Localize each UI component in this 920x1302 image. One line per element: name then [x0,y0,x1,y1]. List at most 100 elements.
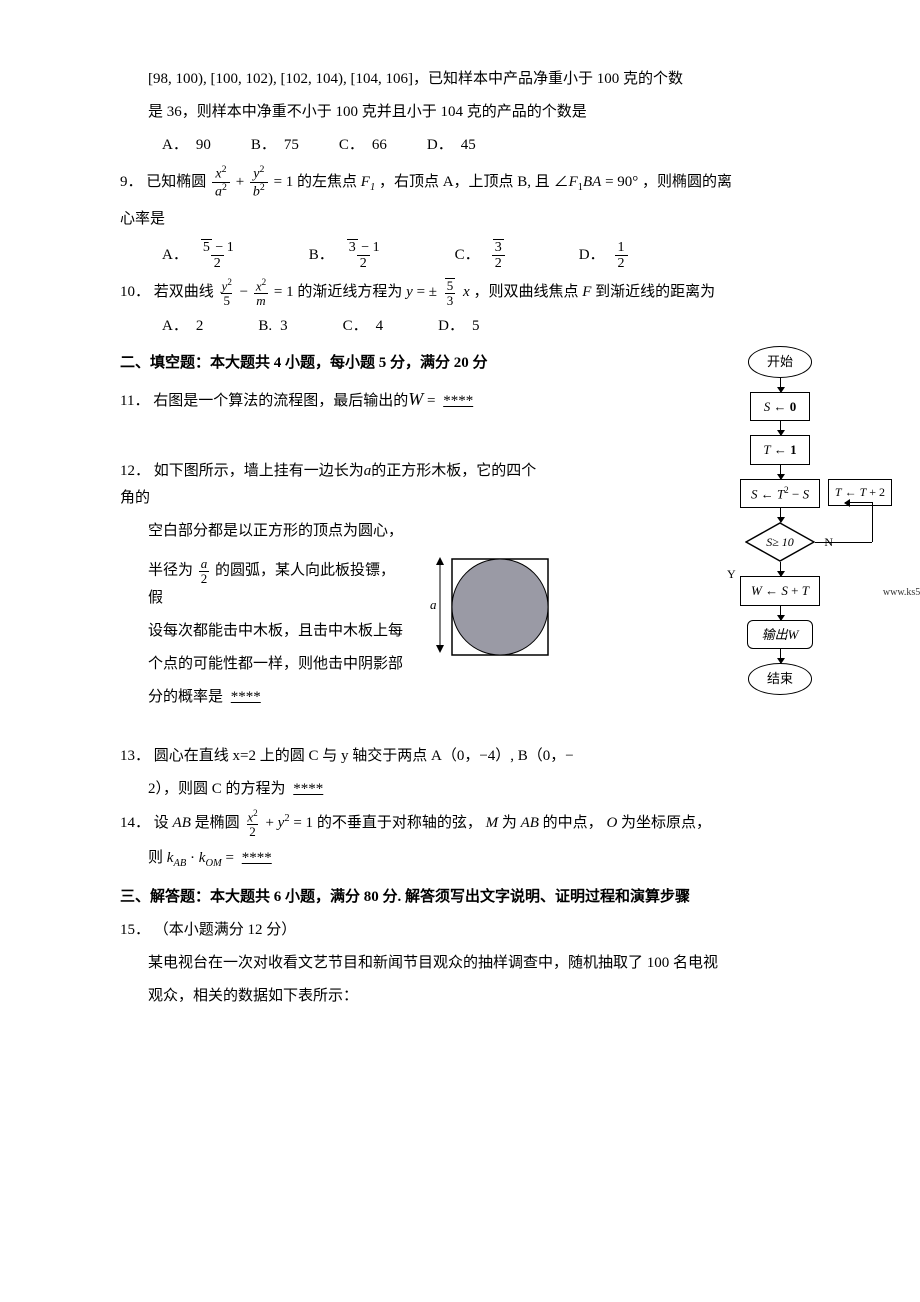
q14-text6: 的中点， [543,815,603,831]
q10-part2: 的渐近线方程为 [297,284,402,300]
q9-a: a [215,185,222,200]
q8-option-b: B．75 [251,132,299,159]
fc-arrow-1 [780,378,781,392]
fc-n-line-back [845,502,872,503]
q9-f1-sub: 1 [370,182,375,193]
q8-option-d: D．45 [427,132,476,159]
q8-a-val: 90 [196,132,211,159]
q14-ab: AB [173,815,191,831]
flowchart: 开始 S ← 0 T ← 1 S ← T2 − S T ← T + 2 S [675,346,885,694]
q10-c-val: 4 [376,313,384,340]
q10-frac1: y2 5 [220,278,234,308]
q10-part3: ，则双曲线焦点 [473,284,578,300]
q9-d-den: 2 [615,255,628,271]
q9-option-b: B． 3 − 1 2 [309,239,385,272]
q15-line-1: 15． （本小题满分 12 分） [120,917,820,944]
q9-option-a: A． 5 − 1 2 [162,239,239,272]
fc-box-t1: T ← 1 [750,435,810,464]
fc-output: 输出W [747,620,814,649]
q14-text4: 的不垂直于对称轴的弦， [317,815,482,831]
q15-number: 15． [120,922,150,938]
watermark-text: www.ks5u.com [883,584,920,602]
q10-d-val: 5 [472,313,480,340]
preamble-line-1: [98, 100), [100, 102), [102, 104), [104,… [120,66,820,93]
fc-n-line-v [872,502,873,542]
fc-start: 开始 [748,346,812,377]
q9-frac2: y2 b2 [250,165,268,200]
q9-f1-f: F [361,174,370,190]
section2-region: 二、填空题：本大题共 4 小题，每小题 5 分，满分 20 分 开始 S ← 0… [120,350,820,803]
fc-end: 结束 [748,663,812,694]
fc-arrow-6 [780,606,781,620]
dartboard-a-label: a [430,597,437,612]
preamble-line-2: 是 36，则样本中净重不小于 100 克并且小于 104 克的产品的个数是 [120,99,820,126]
q10-option-c: C．4 [343,313,384,340]
q10-frac2: x2 m [254,278,268,308]
dartboard-svg: a [430,551,560,661]
fc-diamond-text: S ≥ 10 [745,522,815,562]
fc-y-label: Y [727,564,736,586]
q13-line-2: 2），则圆 C 的方程为 **** [120,776,820,803]
q9-c-den: 2 [492,255,505,271]
q14-den: 2 [247,824,258,839]
q10-a-val: 2 [196,313,204,340]
fc-arrow-5 [780,562,781,576]
q8-c-val: 66 [372,132,387,159]
q12-line-4: 设每次都能击中木板，且击中木板上每 [120,618,410,645]
q11-w: W [408,389,423,409]
q14-number: 14． [120,815,150,831]
q15-subtitle: （本小题满分 12 分） [154,922,297,938]
q14-line-1: 14． 设 AB 是椭圆 x2 2 + y2 = 1 的不垂直于对称轴的弦， M… [120,809,820,839]
q14-text5: 为 [502,815,517,831]
dartboard-figure: a [430,551,560,671]
q11-eq: = [427,393,439,409]
q10-frac3: 5 3 [443,278,458,307]
q14-m: M [486,815,499,831]
q14-line-2: 则 kAB · kOM = **** [120,845,820,874]
q14-blank: **** [238,850,276,866]
page-container: [98, 100), [100, 102), [102, 104), [104,… [0,0,920,1076]
q12-frac-den: 2 [199,571,210,586]
q9-part2: 的左焦点 [297,174,357,190]
q12-line6a: 分的概率是 [148,689,223,705]
q11-text1: 右图是一个算法的流程图，最后输出的 [153,393,408,409]
fc-n-line-h [815,542,872,543]
fc-box-sts: S ← T2 − S [740,479,820,509]
q9-b: b [253,185,260,200]
q13-blank: **** [289,781,327,797]
q14-dot: · [190,850,199,866]
q14-ab2: AB [521,815,539,831]
q14-eq: = [226,850,238,866]
q10-den3: 3 [445,293,456,308]
q14-kab: kAB [167,850,187,866]
q10-part4: 到渐近线的距离为 [595,284,715,300]
q8-options: A．90 B．75 C．66 D．45 [120,132,820,159]
q12-line-6: 分的概率是 **** [120,684,410,711]
q14-text2: 是椭圆 [195,815,240,831]
q14-kom-sub: OM [205,858,221,869]
q9-option-c: C． 3 2 [455,239,509,272]
q10-eq-rhs: = 1 [274,284,294,300]
q8-b-val: 75 [284,132,299,159]
q9-line-2: 心率是 [120,206,820,233]
q15-line-2: 某电视台在一次对收看文艺节目和新闻节目观众的抽样调查中，随机抽取了 100 名电… [120,950,820,977]
q12-blank: **** [227,689,265,705]
q9-frac1: x2 a2 [212,165,230,200]
q14-frac: x2 2 [245,809,259,839]
q9-angle: ∠F1BA = 90° [554,174,639,190]
q14-kom: kOM [199,850,222,866]
q9-d-frac: 1 2 [615,240,628,272]
q10-number: 10． [120,284,150,300]
q12-frac: a 2 [199,557,210,585]
q14-line2a: 则 [148,850,163,866]
q10-den1: 5 [221,293,232,308]
q9-d-num: 1 [615,240,628,255]
q12-line-2: 空白部分都是以正方形的顶点为圆心， [120,518,540,545]
fc-diamond: S ≥ 10 [745,522,815,562]
fc-arrow-2 [780,421,781,435]
q10-option-d: D．5 [438,313,479,340]
fc-box-wst: W ← S + T [740,576,820,605]
q15-line-3: 观众，相关的数据如下表所示： [120,983,820,1010]
q9-b-frac: 3 − 1 2 [344,239,383,272]
q9-line-1: 9． 已知椭圆 x2 a2 + y2 b2 = 1 的左焦点 F1 ，右顶点 A… [120,165,820,200]
